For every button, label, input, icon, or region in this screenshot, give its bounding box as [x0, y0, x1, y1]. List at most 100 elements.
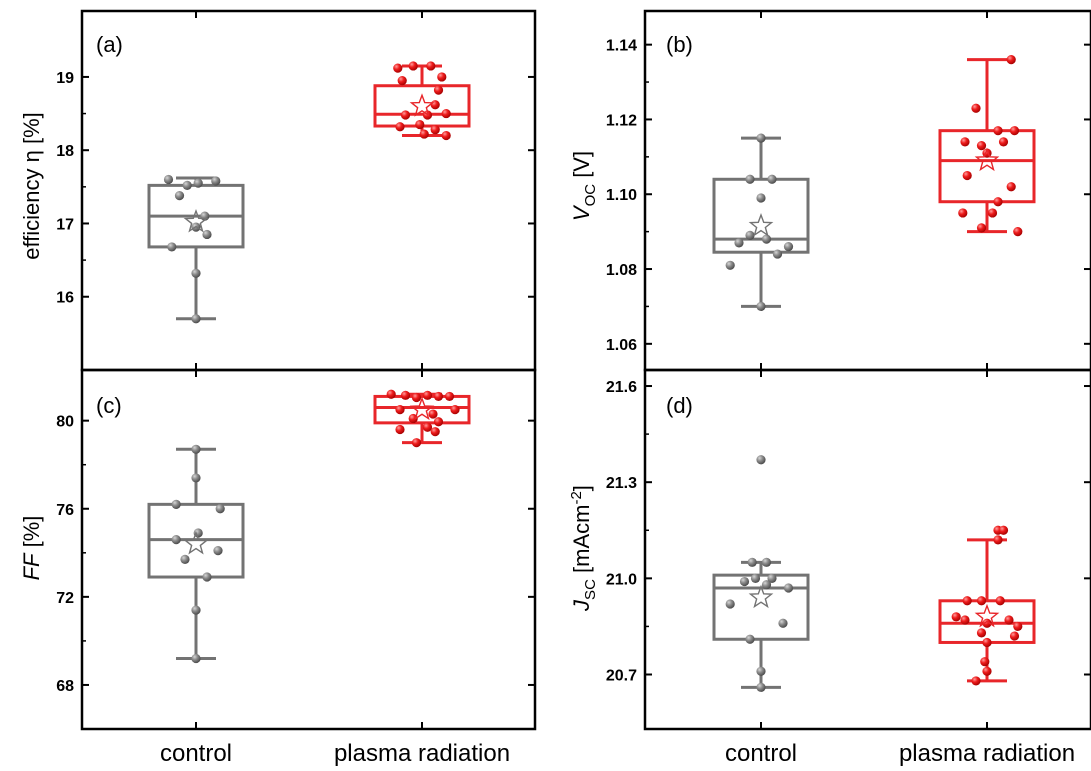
data-point [1009, 126, 1020, 136]
data-point [395, 122, 405, 132]
panel-label-a: (a) [96, 32, 123, 57]
data-point [976, 141, 987, 151]
data-point [958, 208, 968, 218]
data-point [761, 557, 772, 567]
data-point [174, 191, 185, 201]
mean-star [409, 93, 435, 117]
data-point [393, 63, 403, 73]
data-point [971, 103, 981, 113]
data-point [756, 193, 766, 203]
panel-label-b: (b) [666, 32, 693, 57]
y-tick-label: 1.08 [606, 262, 637, 279]
data-point [441, 130, 451, 141]
x-category-label: control [725, 740, 797, 767]
data-point [180, 554, 190, 565]
data-point [182, 180, 192, 190]
data-point [215, 504, 225, 514]
data-point [397, 76, 407, 86]
data-point [962, 596, 972, 606]
mean-star [183, 208, 209, 233]
panel-label-c: (c) [96, 393, 122, 418]
ylabel-voc: VOC [V] [569, 151, 599, 221]
data-point [980, 657, 990, 667]
data-point [962, 170, 972, 181]
data-point [734, 238, 744, 248]
x-category-label: plasma radiation [899, 740, 1075, 767]
iqr-box [373, 84, 471, 128]
y-tick-label: 76 [56, 502, 74, 519]
data-point [430, 100, 440, 110]
data-point [411, 438, 422, 448]
iqr-box [373, 394, 471, 425]
y-tick-label: 20.7 [606, 668, 637, 685]
mean-star [974, 147, 1000, 172]
box-plasma [938, 525, 1036, 686]
data-point [761, 580, 772, 590]
data-point [428, 409, 438, 419]
data-point [426, 61, 436, 71]
iqr-box [712, 177, 810, 254]
x-category-label: plasma radiation [334, 740, 510, 767]
data-point [450, 405, 460, 415]
data-point [422, 390, 433, 400]
data-point [987, 208, 998, 218]
box-plasma [938, 55, 1036, 237]
data-point [993, 126, 1003, 136]
data-point [783, 241, 794, 252]
mean-star [748, 213, 774, 237]
data-point [386, 389, 396, 399]
data-point [750, 573, 761, 583]
y-tick-label: 1.12 [606, 112, 637, 129]
data-point [163, 174, 174, 185]
data-point [419, 129, 429, 139]
data-point [1006, 182, 1016, 192]
data-point [171, 499, 181, 509]
y-tick-label: 21.3 [606, 475, 637, 492]
data-point [1013, 227, 1023, 237]
data-point [756, 682, 766, 692]
data-point [202, 229, 212, 240]
data-point [767, 174, 777, 184]
data-point [951, 612, 961, 622]
data-point [1006, 55, 1016, 65]
data-point [441, 108, 451, 119]
panel-c: (c) FF [%] 68 72 76 80 [19, 368, 537, 731]
data-point [976, 223, 987, 233]
data-point [408, 61, 418, 71]
y-tick-label: 68 [56, 678, 74, 695]
data-point [756, 133, 766, 143]
data-point [998, 525, 1009, 535]
data-point [995, 596, 1005, 606]
data-point [745, 634, 755, 644]
panel-label-d: (d) [666, 393, 693, 418]
data-point [993, 197, 1003, 207]
data-point [415, 119, 425, 130]
data-point [1004, 615, 1014, 625]
y-tick-label: 21.6 [606, 379, 637, 396]
mean-star [183, 530, 209, 555]
data-point [191, 653, 201, 664]
data-point [993, 535, 1003, 545]
data-point [960, 137, 970, 147]
data-point [976, 596, 987, 606]
data-point [191, 268, 201, 278]
ylabel-efficiency: efficiency η [%] [19, 112, 44, 260]
data-point [971, 676, 981, 686]
data-point [767, 573, 777, 583]
data-point [998, 137, 1009, 147]
y-tick-label: 16 [56, 290, 74, 307]
y-tick-label: 1.14 [606, 38, 637, 55]
data-point [395, 424, 405, 435]
plot-frame [80, 368, 537, 731]
data-point [982, 637, 992, 648]
data-point [1009, 631, 1020, 641]
data-point [167, 242, 177, 252]
data-point [756, 666, 766, 676]
data-point [982, 618, 992, 628]
box-control [147, 174, 245, 324]
x-category-label: control [160, 740, 232, 767]
box-control [147, 444, 245, 664]
data-point [739, 576, 750, 587]
data-point [725, 260, 735, 270]
